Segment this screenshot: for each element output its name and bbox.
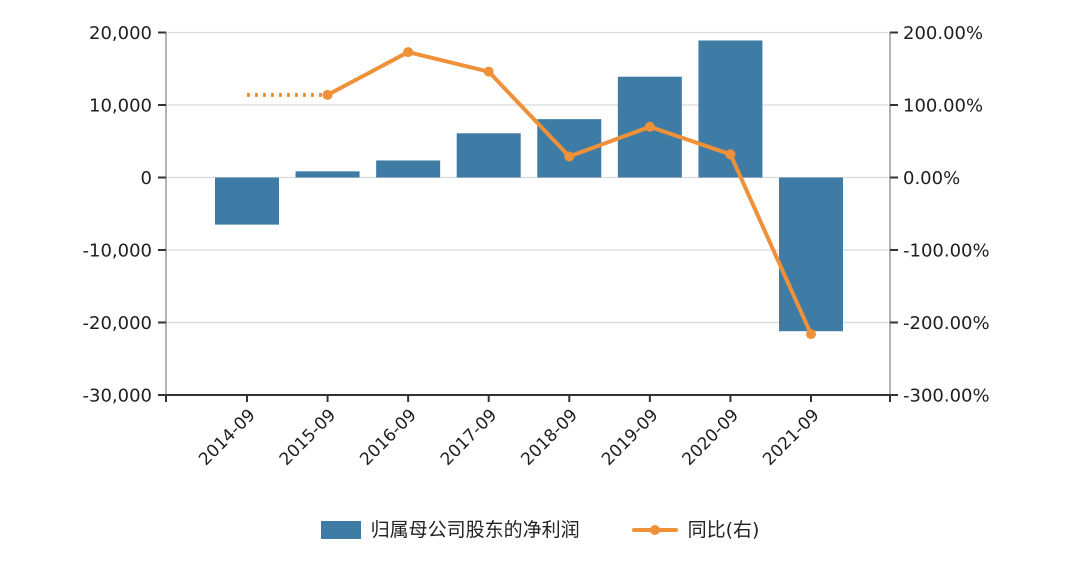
legend: 归属母公司股东的净利润 同比(右) <box>0 510 1080 550</box>
x-axis-label: 2019-09 <box>598 405 662 469</box>
left-axis-tick-label: 10,000 <box>89 96 152 117</box>
legend-label-yoy: 同比(右) <box>687 518 760 541</box>
bar-series-swatch-icon <box>320 521 361 539</box>
left-axis-tick-label: -20,000 <box>83 313 152 334</box>
yoy-point-2020-09[interactable] <box>725 149 736 160</box>
yoy-point-2015-09[interactable] <box>322 89 333 100</box>
left-axis-tick-label: 20,000 <box>89 23 152 44</box>
bar-2021-09[interactable] <box>778 177 843 332</box>
bar-2017-09[interactable] <box>456 133 521 178</box>
left-axis-tick-label: -10,000 <box>83 241 152 262</box>
x-axis-label: 2018-09 <box>517 405 581 469</box>
right-axis-tick-label: -200.00% <box>903 313 990 334</box>
x-axis-label: 2016-09 <box>356 405 420 469</box>
bar-2014-09[interactable] <box>215 177 279 225</box>
bar-2015-09[interactable] <box>295 171 360 178</box>
x-axis-label: 2021-09 <box>759 405 823 469</box>
bar-2016-09[interactable] <box>376 160 441 178</box>
left-axis-tick-label: -30,000 <box>83 386 152 407</box>
yoy-point-2021-09[interactable] <box>805 329 816 340</box>
x-axis-label: 2014-09 <box>195 405 259 469</box>
line-series-icon <box>631 521 678 539</box>
yoy-point-2016-09[interactable] <box>403 47 414 58</box>
legend-item-net-profit[interactable]: 归属母公司股东的净利润 <box>320 518 580 541</box>
right-axis-tick-label: -300.00% <box>903 386 990 407</box>
right-axis-tick-label: 100.00% <box>903 96 983 117</box>
x-axis-label: 2015-09 <box>276 405 340 469</box>
right-axis-tick-label: 200.00% <box>903 23 983 44</box>
chart-canvas: 20,000 10,000 0 -10,000 -20,000 -30,000 200.00… <box>83 23 990 470</box>
left-axis-tick-label: 0 <box>141 168 152 189</box>
yoy-point-2018-09[interactable] <box>564 151 575 162</box>
yoy-point-2019-09[interactable] <box>644 121 655 132</box>
legend-item-yoy[interactable]: 同比(右) <box>631 518 760 541</box>
yoy-point-2017-09[interactable] <box>483 66 494 77</box>
right-axis-tick-label: 0.00% <box>903 168 960 189</box>
legend-label-net-profit: 归属母公司股东的净利润 <box>370 518 580 541</box>
right-axis-tick-label: -100.00% <box>903 241 990 262</box>
x-axis-label: 2017-09 <box>437 405 501 469</box>
x-axis-label: 2020-09 <box>679 405 743 469</box>
